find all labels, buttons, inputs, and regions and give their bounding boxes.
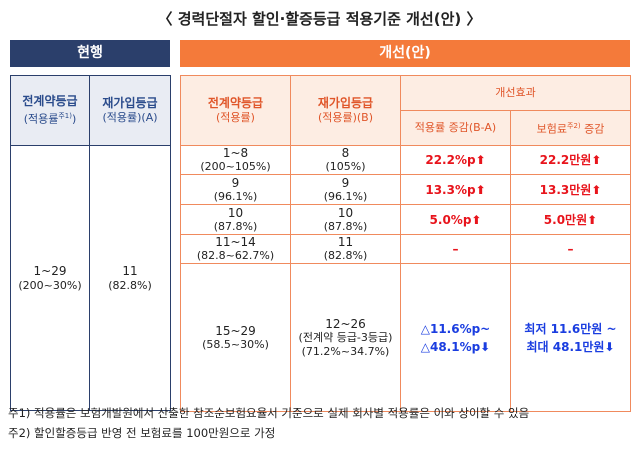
improved-table: 전계약등급 (적용률) 재가입등급 (적용률)(B) 개선효과 적용률 증감(B-A… [180,75,632,412]
cell-sub: (200~105%) [200,160,271,173]
cell-sub: (전계약 등급-3등급) [298,330,393,344]
title: 〈 경력단절자 할인·할증등급 적용기준 개선(안) 〉 [157,10,482,28]
cell-main: 12~26 [325,316,366,331]
cell: 10 (87.8%) [290,204,401,235]
cell-main: 22.2만원⬆ [539,153,602,167]
column-label: 전계약등급 [22,94,78,109]
header-cell: 재가입등급 (적용률)(B) [290,75,401,146]
cell: 10 (87.8%) [180,204,291,235]
footnote-ref: 주2) [567,122,581,131]
cell-main: 5.0%p⬆ [429,212,482,227]
cell: 13.3%p⬆ [400,174,511,205]
column-note: (적용률)(A) [102,111,158,124]
cell: △11.6%p~ △48.1%p⬇ [400,263,511,412]
improved-header: 개선(안) [180,40,630,67]
column-label: 재가입등급 [102,96,158,110]
cell-sub: (87.8%) [323,219,368,233]
cell-main: 11 [122,263,138,278]
cell-main: 9 [231,175,240,190]
cell-sub: 최대 48.1만원⬇ [526,339,615,354]
table-body: 1~8 (200~105%) 8 (105%) 22.2%p⬆ 22.2만원⬆ 9 (96.1… [180,145,632,412]
cell-sub: (58.5~30%) [202,337,269,351]
cell-main: 15~29 [215,323,256,338]
cell-main: 13.3만원⬆ [539,182,602,197]
column-note: ) [71,112,77,126]
cell-main: 11 [337,235,354,249]
cell-main: 10 [227,205,244,220]
cell-sub: (105%) [325,160,366,173]
table-row: 11~14 (82.8~62.7%) 11 (82.8%) – – [180,234,632,264]
cell: 12~26 (전계약 등급-3등급) (71.2%~34.7%) [290,263,401,412]
column-label: 증감 [584,122,605,136]
cell-sub: (82.8%) [108,278,152,292]
header-cell: 보험료주2) 증감 [509,110,632,146]
cell-sub: (71.2%~34.7%) [301,344,390,358]
cell-sub: (82.8%) [323,249,368,262]
table-row: 15~29 (58.5~30%) 12~26 (전계약 등급-3등급) (71.2%~3… [180,263,632,412]
cell: 1~29 (200~30%) [10,145,90,411]
table-row: 9 (96.1%) 9 (96.1%) 13.3%p⬆ 13.3만원⬆ [180,174,632,205]
cell-main: – [567,242,574,256]
current-header: 현행 [10,40,170,67]
column-label: 재가입등급 [317,96,374,110]
cell-sub: (96.1%) [213,189,258,203]
current-table: 전계약등급 (적용률주1)) 재가입등급 (적용률)(A) 1~29 (200~30%… [10,75,171,411]
cell-main: 최저 11.6만원 ~ [524,321,617,336]
cell: 11 (82.8%) [89,145,171,411]
header-cell: 적용률 증감(B-A) [400,110,511,146]
header-cell: 재가입등급 (적용률)(A) [89,75,171,146]
column-label: 보험료 [536,122,567,136]
cell: 9 (96.1%) [180,174,291,205]
column-note: (적용률 [23,112,59,126]
cell: 5.0만원⬆ [509,204,632,235]
cell: 11~14 (82.8~62.7%) [180,234,291,264]
cell: 13.3만원⬆ [509,174,632,205]
cell-sub: (82.8~62.7%) [196,249,275,262]
column-label: 적용률 증감(B-A) [414,121,497,134]
cell: – [509,234,632,264]
footnote-ref: 주1) [58,112,72,121]
cell-sub: △48.1%p⬇ [420,339,491,354]
cell-main: 9 [341,175,350,190]
cell-main: △11.6%p~ [420,321,491,336]
column-label: 전계약등급 [207,96,264,110]
cell: 최저 11.6만원 ~ 최대 48.1만원⬇ [509,263,632,412]
cell-main: 5.0만원⬆ [543,212,598,227]
header-cell: 전계약등급 (적용률) [180,75,291,146]
cell-main: – [452,242,459,256]
cell-main: 8 [341,146,350,160]
cell: 8 (105%) [290,145,401,175]
cell: 11 (82.8%) [290,234,401,264]
table-row: 10 (87.8%) 10 (87.8%) 5.0%p⬆ 5.0만원⬆ [180,204,632,235]
cell: 5.0%p⬆ [400,204,511,235]
effect-header: 개선효과 [495,86,536,99]
cell: 22.2만원⬆ [509,145,632,175]
cell-main: 1~29 [33,263,67,278]
cell-main: 22.2%p⬆ [425,153,486,167]
cell-sub: (96.1%) [323,189,368,203]
column-note: (적용률) [216,111,255,124]
cell-main: 10 [337,205,354,220]
header-cell: 개선효과 [399,75,632,111]
footnote: 주2) 할인할증등급 반영 전 보험료를 100만원으로 가정 [8,426,276,440]
cell-main: 11~14 [215,235,256,249]
cell: 1~8 (200~105%) [180,145,291,175]
cell: – [400,234,511,264]
table-row: 1~8 (200~105%) 8 (105%) 22.2%p⬆ 22.2만원⬆ [180,145,632,175]
column-note: (적용률)(B) [317,111,374,124]
footnote: 주1) 적용률은 보험개발원에서 산출한 참조순보험요율서 기준으로 실제 회사… [8,406,530,420]
cell-sub: (200~30%) [18,278,82,292]
cell: 22.2%p⬆ [400,145,511,175]
cell: 9 (96.1%) [290,174,401,205]
cell: 15~29 (58.5~30%) [180,263,291,412]
cell-main: 13.3%p⬆ [425,182,486,197]
cell-sub: (87.8%) [213,219,258,233]
cell-main: 1~8 [222,146,249,160]
header-cell: 전계약등급 (적용률주1)) [10,75,90,146]
